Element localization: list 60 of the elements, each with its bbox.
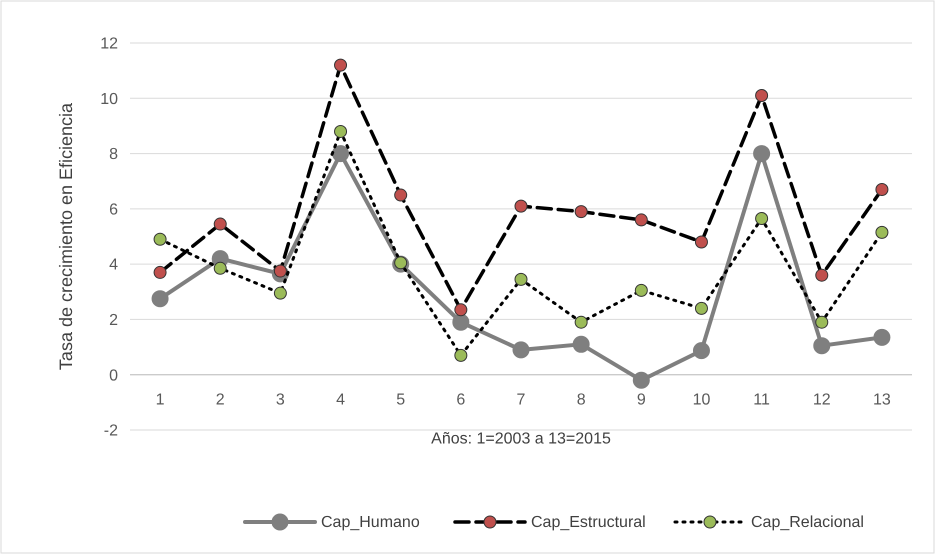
point bbox=[632, 372, 650, 389]
x-tick-label: 11 bbox=[753, 392, 770, 409]
x-tick-label: 3 bbox=[276, 392, 285, 409]
point bbox=[452, 314, 470, 331]
point bbox=[154, 266, 167, 279]
x-tick-label: 13 bbox=[873, 392, 891, 409]
point bbox=[214, 218, 227, 231]
y-tick-label: 12 bbox=[100, 36, 118, 53]
x-tick-label: 12 bbox=[812, 392, 831, 409]
point bbox=[394, 188, 408, 202]
point bbox=[152, 290, 169, 308]
point bbox=[154, 232, 167, 246]
point bbox=[214, 262, 227, 275]
y-tick-label: 8 bbox=[109, 146, 118, 164]
point bbox=[514, 272, 528, 286]
point bbox=[634, 213, 648, 226]
x-tick-label: 6 bbox=[456, 392, 466, 409]
point bbox=[332, 145, 350, 162]
y-tick-label: -2 bbox=[104, 422, 118, 440]
point bbox=[634, 284, 648, 297]
point bbox=[753, 145, 770, 162]
y-tick-label: 4 bbox=[109, 256, 118, 274]
x-tick-label: 7 bbox=[516, 392, 526, 409]
y-tick-label: 2 bbox=[109, 312, 118, 330]
y-tick-label: 0 bbox=[109, 367, 118, 384]
point bbox=[334, 124, 348, 138]
y-tick-label: 6 bbox=[109, 201, 118, 218]
point bbox=[574, 316, 588, 329]
point bbox=[572, 336, 590, 353]
point bbox=[454, 348, 468, 362]
legend-label: Cap_Humano bbox=[321, 514, 420, 531]
point bbox=[694, 302, 708, 315]
point bbox=[813, 337, 830, 354]
point bbox=[574, 205, 588, 218]
legend-label: Cap_Relacional bbox=[751, 514, 864, 531]
point bbox=[875, 183, 888, 196]
point bbox=[755, 212, 768, 226]
point bbox=[514, 200, 528, 213]
x-tick-label: 9 bbox=[636, 392, 646, 409]
point bbox=[512, 341, 530, 358]
x-tick-label: 5 bbox=[396, 392, 406, 409]
x-tick-label: 1 bbox=[156, 392, 165, 409]
point bbox=[454, 303, 468, 316]
x-axis-title: Años: 1=2003 a 13=2015 bbox=[431, 430, 611, 448]
point bbox=[815, 268, 828, 282]
x-tick-label: 2 bbox=[216, 392, 225, 409]
point bbox=[815, 316, 828, 329]
point bbox=[694, 236, 708, 249]
point bbox=[873, 328, 890, 346]
point bbox=[755, 89, 768, 102]
legend-label: Cap_Estructural bbox=[531, 514, 646, 531]
x-tick-label: 10 bbox=[692, 392, 710, 409]
y-axis-title: Tasa de crecimiento en Eficiencia bbox=[56, 102, 76, 370]
y-tick-label: 10 bbox=[100, 90, 118, 108]
point bbox=[334, 58, 348, 72]
x-tick-label: 8 bbox=[576, 392, 586, 409]
point bbox=[692, 342, 710, 360]
x-tick-label: 4 bbox=[336, 392, 346, 409]
point bbox=[875, 226, 888, 239]
point bbox=[274, 286, 287, 300]
